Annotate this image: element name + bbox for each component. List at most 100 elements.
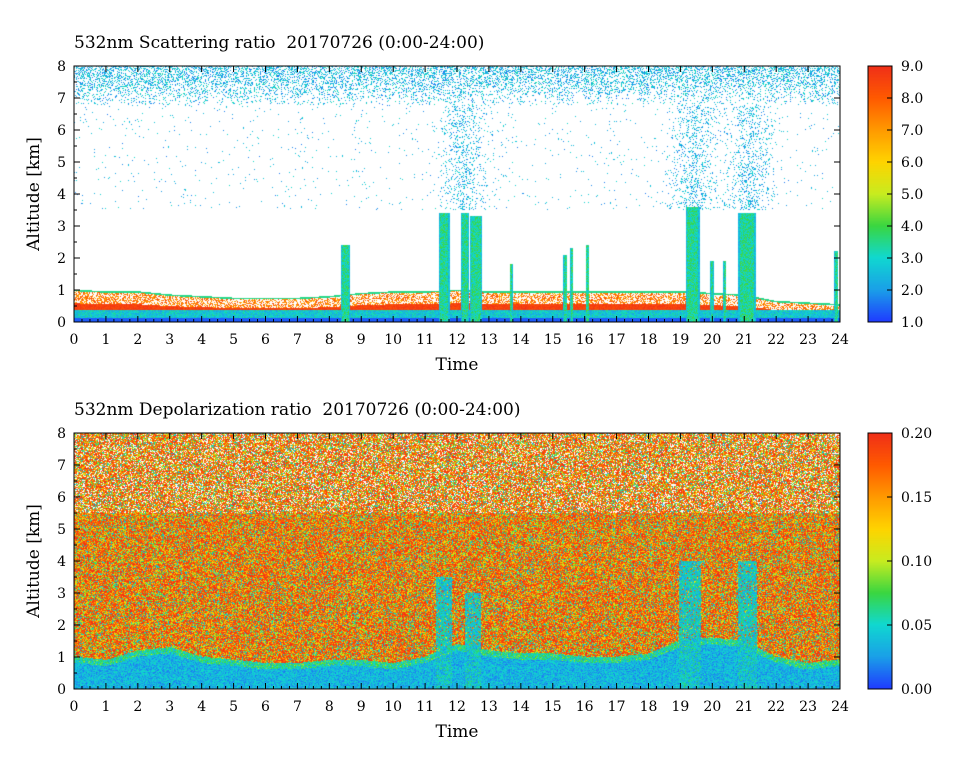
x-tick-label: 22 bbox=[767, 332, 785, 348]
x-tick-label: 24 bbox=[831, 332, 849, 348]
heatmap-canvas bbox=[74, 66, 840, 322]
x-tick-label: 1 bbox=[101, 699, 110, 715]
x-tick-label: 9 bbox=[357, 699, 366, 715]
x-tick-label: 21 bbox=[735, 332, 753, 348]
x-tick-label: 24 bbox=[831, 699, 849, 715]
x-tick-label: 2 bbox=[133, 699, 142, 715]
y-tick-label: 3 bbox=[57, 586, 66, 602]
x-tick-label: 4 bbox=[197, 699, 206, 715]
colorbar-tick-label: 0.15 bbox=[901, 490, 932, 506]
x-axis-label: Time bbox=[436, 355, 479, 375]
colorbar-tick-label: 1.0 bbox=[901, 315, 923, 331]
x-tick-label: 3 bbox=[165, 332, 174, 348]
x-tick-label: 14 bbox=[512, 699, 530, 715]
x-tick-label: 18 bbox=[640, 699, 658, 715]
x-tick-label: 11 bbox=[416, 699, 434, 715]
x-tick-label: 23 bbox=[799, 699, 817, 715]
y-tick-label: 0 bbox=[57, 682, 66, 698]
y-tick-label: 4 bbox=[57, 554, 66, 570]
scattering-ratio-panel: 532nm Scattering ratio 20170726 (0:00-24… bbox=[24, 33, 923, 375]
colorbar-tick-label: 0.10 bbox=[901, 554, 932, 570]
x-tick-label: 9 bbox=[357, 332, 366, 348]
x-tick-label: 7 bbox=[293, 332, 302, 348]
x-tick-label: 21 bbox=[735, 699, 753, 715]
x-tick-label: 10 bbox=[384, 699, 402, 715]
x-tick-label: 13 bbox=[480, 332, 498, 348]
y-tick-label: 3 bbox=[57, 219, 66, 235]
colorbar-tick-label: 4.0 bbox=[901, 219, 923, 235]
x-tick-label: 8 bbox=[325, 332, 334, 348]
x-tick-label: 2 bbox=[133, 332, 142, 348]
x-axis-ticks: 0 1 2 3 4 5 6 7 8 9 10 11 12 13 14 15 16 17 18 19 20 21 22 23 24 bbox=[70, 66, 849, 348]
y-tick-label: 2 bbox=[57, 618, 66, 634]
y-tick-label: 7 bbox=[57, 91, 66, 107]
x-axis-ticks: 0 1 2 3 4 5 6 7 8 9 10 11 12 13 14 15 16 17 18 19 20 21 22 23 24 bbox=[70, 433, 849, 715]
depolarization-ratio-panel: 532nm Depolarization ratio 20170726 (0:0… bbox=[24, 400, 932, 742]
x-tick-label: 20 bbox=[703, 332, 721, 348]
x-tick-label: 5 bbox=[229, 699, 238, 715]
x-tick-label: 4 bbox=[197, 332, 206, 348]
y-tick-label: 8 bbox=[57, 59, 66, 75]
x-tick-label: 12 bbox=[448, 699, 466, 715]
colorbar-ticks: 1.0 2.0 3.0 4.0 5.0 6.0 7.0 8.0 9.0 bbox=[887, 59, 923, 331]
y-tick-label: 4 bbox=[57, 187, 66, 203]
y-tick-label: 6 bbox=[57, 123, 66, 139]
y-tick-label: 2 bbox=[57, 251, 66, 267]
x-tick-label: 17 bbox=[608, 332, 626, 348]
heatmap-canvas-holder bbox=[74, 66, 840, 322]
x-tick-label: 5 bbox=[229, 332, 238, 348]
x-tick-label: 23 bbox=[799, 332, 817, 348]
x-tick-label: 15 bbox=[544, 699, 562, 715]
y-tick-label: 1 bbox=[57, 283, 66, 299]
colorbar-ticks: 0.00 0.05 0.10 0.15 0.20 bbox=[887, 426, 932, 698]
y-tick-label: 5 bbox=[57, 522, 66, 538]
y-tick-label: 7 bbox=[57, 458, 66, 474]
x-tick-label: 1 bbox=[101, 332, 110, 348]
x-axis-label: Time bbox=[436, 722, 479, 742]
x-tick-label: 17 bbox=[608, 699, 626, 715]
heatmap-canvas bbox=[74, 433, 840, 689]
y-axis-label: Altitude [km] bbox=[24, 137, 44, 252]
x-tick-label: 8 bbox=[325, 699, 334, 715]
x-tick-label: 7 bbox=[293, 699, 302, 715]
y-tick-label: 6 bbox=[57, 490, 66, 506]
chart-title: 532nm Scattering ratio 20170726 (0:00-24… bbox=[74, 33, 484, 53]
x-tick-label: 6 bbox=[261, 332, 270, 348]
x-tick-label: 15 bbox=[544, 332, 562, 348]
colorbar-tick-label: 0.20 bbox=[901, 426, 932, 442]
x-tick-label: 16 bbox=[576, 699, 594, 715]
y-axis-ticks: 0 1 2 3 4 5 6 7 8 bbox=[57, 426, 840, 698]
x-tick-label: 22 bbox=[767, 699, 785, 715]
colorbar-tick-label: 0.05 bbox=[901, 618, 932, 634]
x-tick-label: 18 bbox=[640, 332, 658, 348]
colorbar-tick-label: 8.0 bbox=[901, 91, 923, 107]
colorbar-tick-label: 7.0 bbox=[901, 123, 923, 139]
x-tick-label: 0 bbox=[70, 699, 79, 715]
heatmap-canvas-holder bbox=[74, 433, 840, 689]
colorbar-tick-label: 6.0 bbox=[901, 155, 923, 171]
x-tick-label: 19 bbox=[672, 332, 690, 348]
x-tick-label: 20 bbox=[703, 699, 721, 715]
x-tick-label: 0 bbox=[70, 332, 79, 348]
chart-title: 532nm Depolarization ratio 20170726 (0:0… bbox=[74, 400, 521, 420]
y-axis-ticks: 0 1 2 3 4 5 6 7 8 bbox=[57, 59, 840, 331]
y-axis-label: Altitude [km] bbox=[24, 504, 44, 619]
y-tick-label: 5 bbox=[57, 155, 66, 171]
y-tick-label: 1 bbox=[57, 650, 66, 666]
colorbar-tick-label: 5.0 bbox=[901, 187, 923, 203]
colorbar-tick-label: 0.00 bbox=[901, 682, 932, 698]
colorbar-tick-label: 2.0 bbox=[901, 283, 923, 299]
x-tick-label: 16 bbox=[576, 332, 594, 348]
x-tick-label: 14 bbox=[512, 332, 530, 348]
x-tick-label: 3 bbox=[165, 699, 174, 715]
y-tick-label: 8 bbox=[57, 426, 66, 442]
y-tick-label: 0 bbox=[57, 315, 66, 331]
x-tick-label: 10 bbox=[384, 332, 402, 348]
x-tick-label: 6 bbox=[261, 699, 270, 715]
colorbar-tick-label: 9.0 bbox=[901, 59, 923, 75]
x-tick-label: 13 bbox=[480, 699, 498, 715]
x-tick-label: 19 bbox=[672, 699, 690, 715]
colorbar-tick-label: 3.0 bbox=[901, 251, 923, 267]
x-tick-label: 12 bbox=[448, 332, 466, 348]
